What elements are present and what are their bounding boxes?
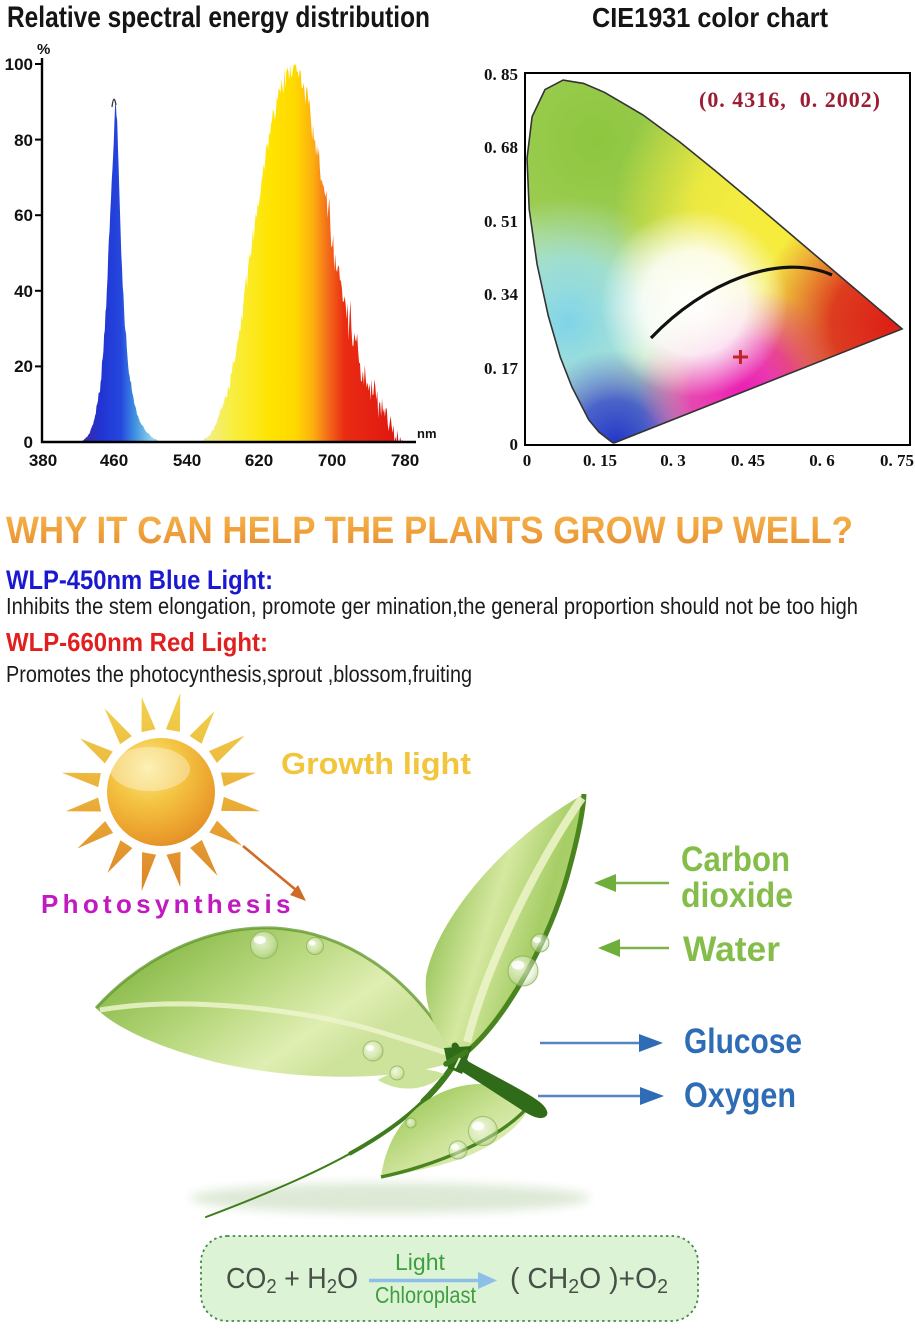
svg-text:CIE1931 color chart: CIE1931 color chart [592,2,828,33]
svg-text:Growth light: Growth light [281,746,471,781]
svg-text:nm: nm [417,426,437,441]
svg-text:460: 460 [100,451,128,470]
svg-text:Water: Water [683,930,780,969]
svg-text:Light: Light [395,1249,445,1275]
svg-text:0. 34: 0. 34 [484,285,519,304]
svg-text:20: 20 [14,357,33,376]
svg-text:Oxygen: Oxygen [684,1076,796,1115]
svg-text:0: 0 [523,451,532,470]
svg-text:620: 620 [245,451,273,470]
svg-text:100: 100 [5,55,33,74]
svg-text:( CH2O )+O2: ( CH2O )+O2 [510,1263,668,1298]
svg-text:0. 17: 0. 17 [484,359,519,378]
svg-text:80: 80 [14,131,33,150]
svg-text:0. 3: 0. 3 [660,451,686,470]
svg-text:40: 40 [14,282,33,301]
svg-text:780: 780 [391,451,419,470]
svg-text:Carbon: Carbon [681,840,790,879]
svg-text:60: 60 [14,206,33,225]
svg-text:Inhibits the stem elongation,: Inhibits the stem elongation, promote ge… [6,593,858,619]
svg-text:Glucose: Glucose [684,1022,802,1061]
svg-text:0: 0 [510,435,519,454]
svg-text:dioxide: dioxide [681,876,793,915]
svg-text:0. 15: 0. 15 [583,451,617,470]
svg-text:WHY IT CAN HELP THE PLANTS GRO: WHY IT CAN HELP THE PLANTS GROW UP WELL? [6,510,853,552]
svg-text:Promotes the photocynthesis,sp: Promotes the photocynthesis,sprout ,blos… [6,661,472,687]
svg-text:Relative spectral energy distr: Relative spectral energy distribution [7,1,430,34]
svg-text:700: 700 [318,451,346,470]
svg-text:0. 75: 0. 75 [880,451,914,470]
svg-text:WLP-450nm Blue Light:: WLP-450nm Blue Light: [6,565,273,595]
svg-text:380: 380 [29,451,57,470]
svg-text:WLP-660nm Red Light:: WLP-660nm Red Light: [6,627,268,657]
svg-text:CO2 + H2O: CO2 + H2O [226,1263,358,1298]
svg-text:0. 85: 0. 85 [484,65,518,84]
svg-text:540: 540 [173,451,201,470]
svg-text:(0. 4316, 0. 2002): (0. 4316, 0. 2002) [699,87,880,112]
svg-text:0. 51: 0. 51 [484,212,518,231]
svg-text:Photosynthesis: Photosynthesis [41,889,295,919]
svg-text:Chloroplast: Chloroplast [375,1282,477,1308]
svg-text:0. 6: 0. 6 [809,451,835,470]
svg-text:0. 45: 0. 45 [731,451,765,470]
svg-text:0: 0 [24,433,33,452]
svg-text:%: % [37,41,50,58]
svg-text:0. 68: 0. 68 [484,138,518,157]
